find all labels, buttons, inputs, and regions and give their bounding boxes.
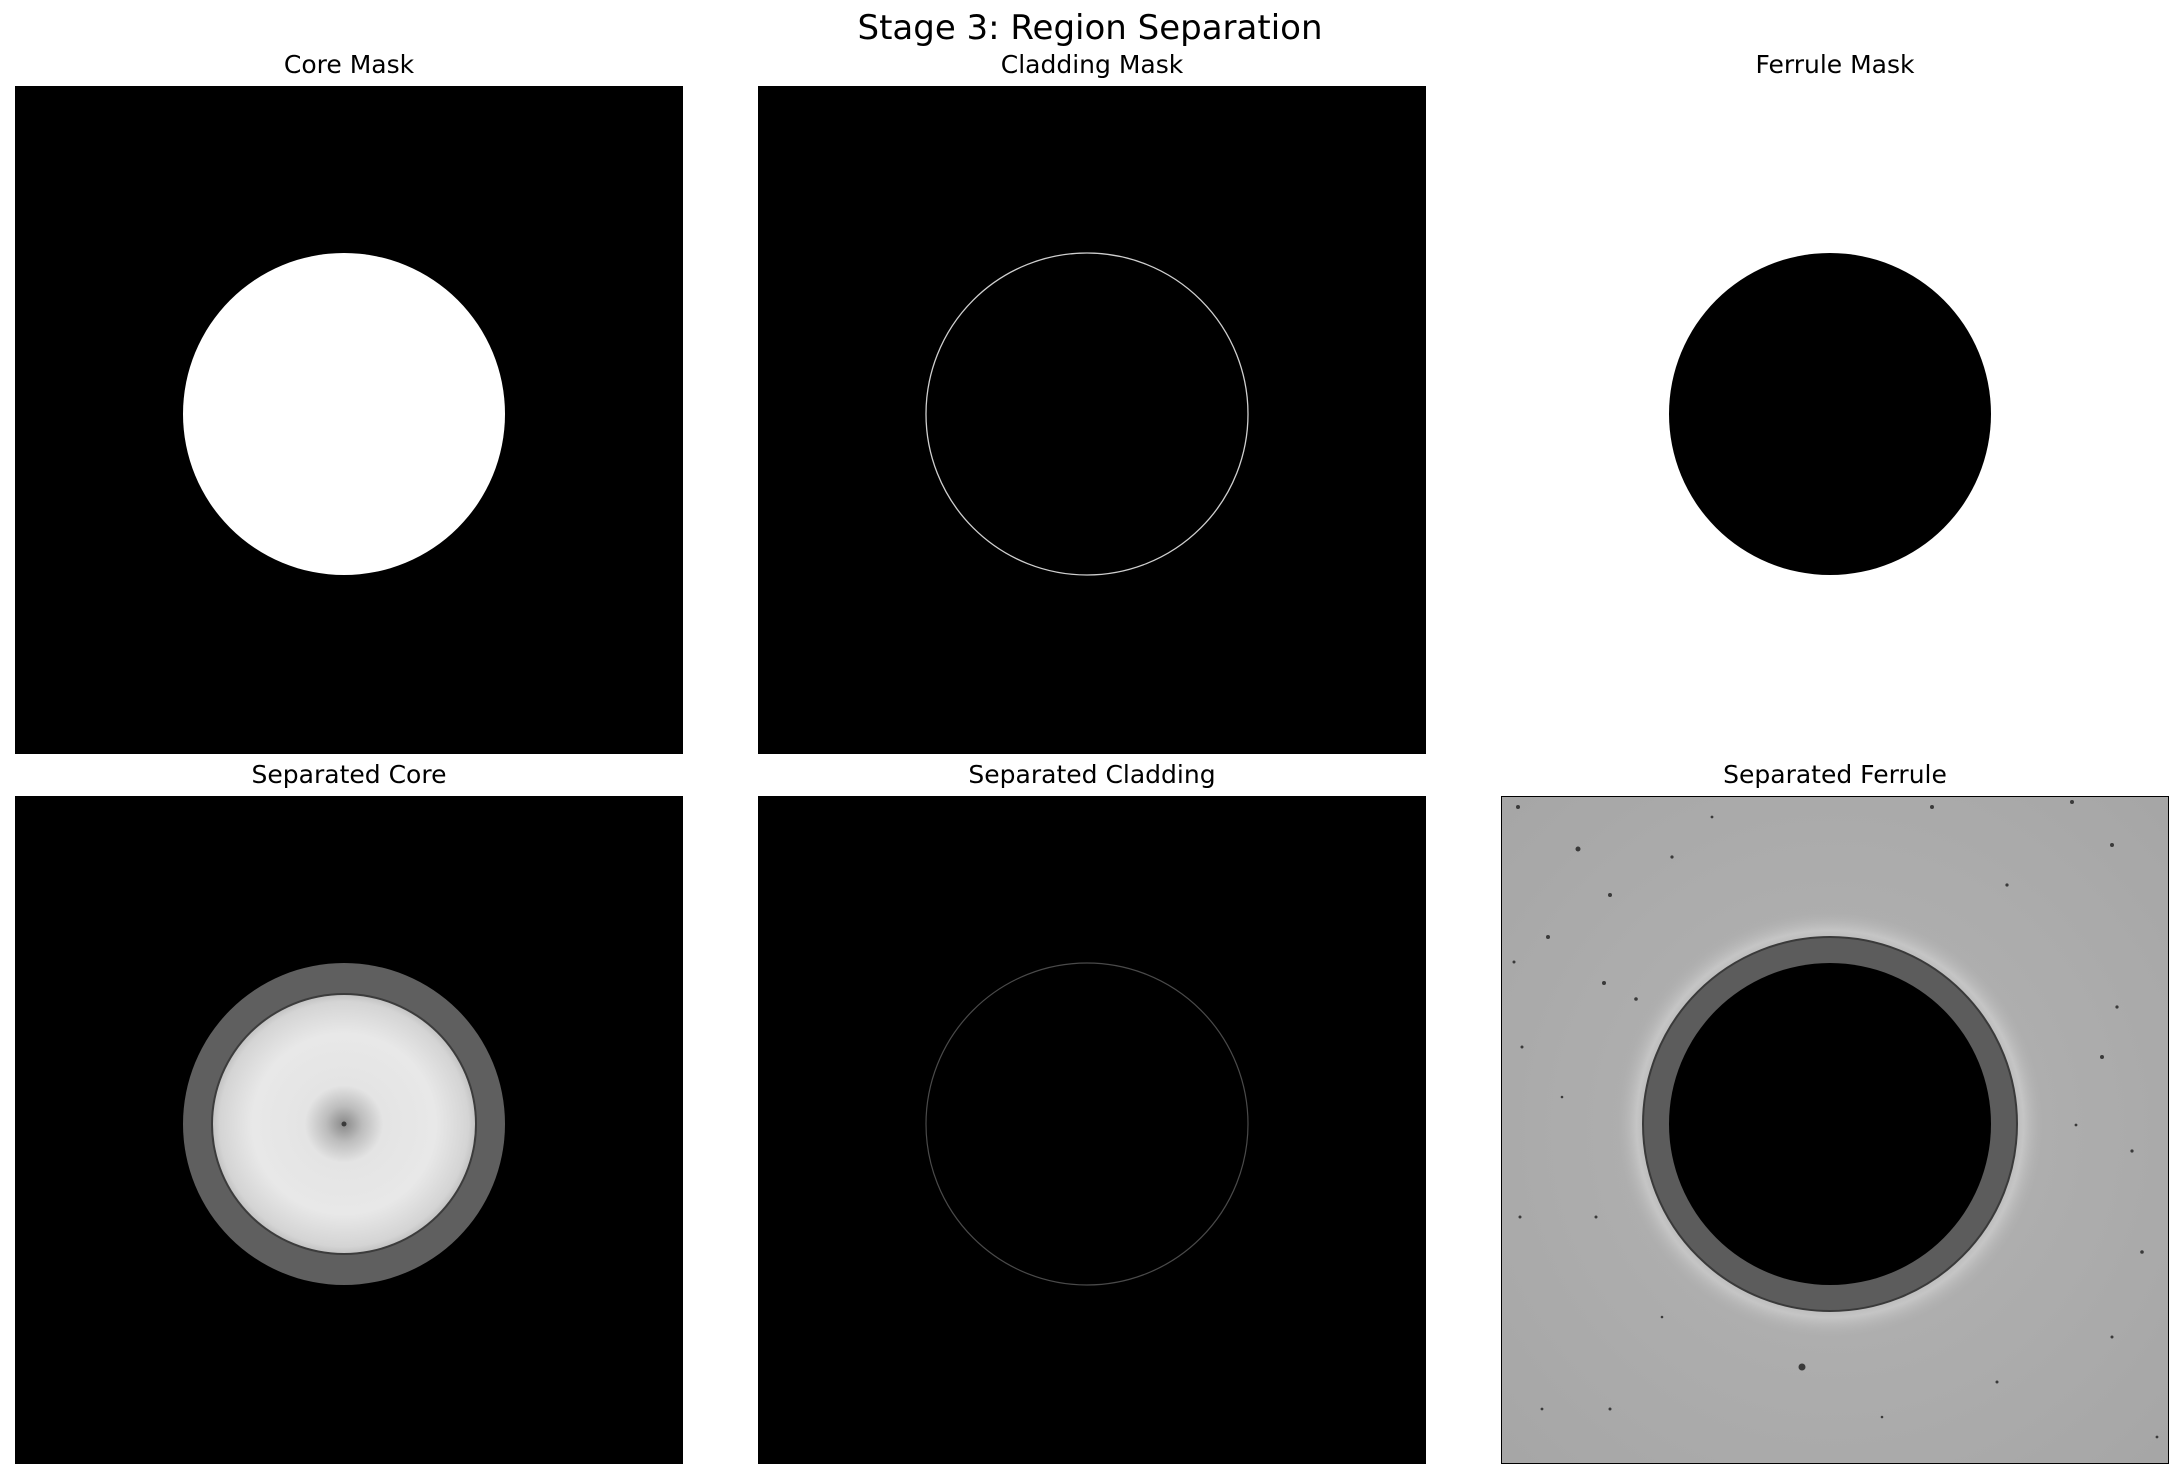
separated-cladding-image bbox=[758, 796, 1426, 1464]
panel-title: Separated Cladding bbox=[968, 760, 1216, 789]
core-region bbox=[183, 253, 505, 575]
mask-background bbox=[759, 87, 1425, 753]
masked-center bbox=[1669, 963, 1991, 1285]
image-background bbox=[759, 797, 1425, 1463]
surface-specks bbox=[1512, 800, 2159, 1439]
panel-title: Cladding Mask bbox=[1000, 50, 1184, 79]
cladding-ring bbox=[925, 962, 1249, 1286]
panel-title: Separated Ferrule bbox=[1723, 760, 1947, 789]
excluded-center-region bbox=[1669, 253, 1991, 575]
panel-title: Ferrule Mask bbox=[1755, 50, 1915, 79]
ferrule-mask-image bbox=[1501, 86, 2169, 754]
panel-title: Core Mask bbox=[283, 50, 415, 79]
cladding-ring bbox=[925, 252, 1249, 576]
core-mask-image bbox=[15, 86, 683, 754]
figure-title: Stage 3: Region Separation bbox=[857, 8, 1323, 48]
cladding-mask-image bbox=[758, 86, 1426, 754]
separated-ferrule-image bbox=[1501, 796, 2169, 1464]
separated-core-image bbox=[15, 796, 683, 1464]
panel-title: Separated Core bbox=[251, 760, 447, 789]
core-center-dot bbox=[341, 1121, 347, 1127]
